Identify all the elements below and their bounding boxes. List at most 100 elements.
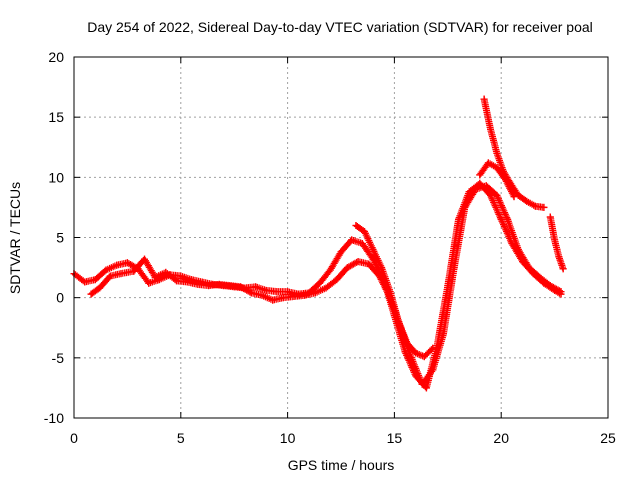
data-point — [113, 261, 121, 269]
data-point — [215, 280, 223, 288]
data-point — [525, 264, 533, 272]
data-point — [311, 289, 319, 297]
data-point — [117, 270, 125, 278]
data-point — [102, 266, 110, 274]
data-point — [247, 289, 255, 297]
y-tick-label: 5 — [56, 230, 64, 246]
data-point — [365, 260, 373, 268]
data-point — [183, 278, 191, 286]
data-point — [555, 253, 563, 261]
y-tick-label: 20 — [48, 49, 64, 65]
x-tick-label: 25 — [600, 430, 616, 446]
y-tick-label: -10 — [44, 410, 64, 426]
data-point — [450, 264, 458, 272]
data-point — [510, 193, 518, 201]
y-tick-label: 15 — [48, 109, 64, 125]
data-point — [81, 278, 89, 286]
data-point — [333, 276, 341, 284]
data-point — [557, 288, 565, 296]
data-point — [237, 283, 245, 291]
data-point — [360, 227, 368, 235]
data-point — [501, 176, 509, 184]
data-point — [279, 294, 287, 302]
series-track-b — [87, 182, 565, 388]
data-point — [531, 202, 539, 210]
data-point — [87, 290, 95, 298]
data-point — [326, 266, 334, 274]
data-point — [316, 279, 324, 287]
data-point — [151, 273, 159, 281]
data-point — [493, 191, 501, 199]
x-tick-label: 20 — [493, 430, 509, 446]
series-track-f — [476, 159, 518, 201]
data-point — [378, 264, 386, 272]
data-point — [429, 366, 437, 374]
data-layer — [70, 95, 567, 392]
y-tick-label: 0 — [56, 290, 64, 306]
x-tick-label: 10 — [280, 430, 296, 446]
data-point — [493, 164, 501, 172]
data-point — [403, 339, 411, 347]
series-markers — [70, 179, 565, 392]
data-point — [352, 221, 360, 229]
data-point — [106, 272, 114, 280]
data-point — [337, 248, 345, 256]
data-point — [375, 272, 383, 280]
y-tick-label: 10 — [48, 169, 64, 185]
data-point — [482, 182, 490, 190]
data-point — [354, 258, 362, 266]
series-track-a — [70, 179, 565, 392]
data-point — [290, 292, 298, 300]
data-point — [523, 197, 531, 205]
data-point — [194, 280, 202, 288]
chart-title: Day 254 of 2022, Sidereal Day-to-day VTE… — [87, 19, 593, 35]
data-point — [145, 279, 153, 287]
data-point — [493, 149, 501, 157]
data-point — [386, 288, 394, 296]
data-point — [429, 344, 437, 352]
data-point — [412, 349, 420, 357]
x-tick-label: 0 — [70, 430, 78, 446]
y-tick-label: -5 — [52, 350, 65, 366]
data-point — [536, 273, 544, 281]
series-track-e — [546, 213, 567, 273]
data-point — [301, 291, 309, 299]
data-point — [140, 255, 148, 263]
data-point — [504, 215, 512, 223]
grid-layer — [74, 57, 608, 418]
series-track-d — [352, 221, 437, 361]
axis-layer: 0 5 10 15 20 25 -10 -5 0 5 10 15 20 — [44, 49, 616, 446]
data-point — [559, 265, 567, 273]
data-point — [96, 284, 104, 292]
data-point — [273, 288, 281, 296]
data-point — [422, 384, 430, 392]
data-point — [465, 188, 473, 196]
data-point — [369, 246, 377, 254]
data-point — [130, 267, 138, 275]
data-point — [262, 286, 270, 294]
data-point — [173, 277, 181, 285]
data-point — [343, 264, 351, 272]
data-point — [205, 282, 213, 290]
data-point — [322, 284, 330, 292]
data-point — [284, 288, 292, 296]
data-point — [476, 179, 484, 187]
data-point — [497, 215, 505, 223]
data-point — [546, 213, 554, 221]
data-point — [540, 203, 548, 211]
data-point — [226, 282, 234, 290]
data-point — [418, 380, 426, 388]
data-point — [348, 236, 356, 244]
data-point — [461, 203, 469, 211]
data-point — [484, 159, 492, 167]
data-point — [162, 268, 170, 276]
x-tick-label: 5 — [177, 430, 185, 446]
data-point — [440, 330, 448, 338]
data-point — [476, 171, 484, 179]
data-point — [252, 283, 260, 291]
data-point — [269, 296, 277, 304]
data-point — [407, 354, 415, 362]
data-point — [472, 185, 480, 193]
